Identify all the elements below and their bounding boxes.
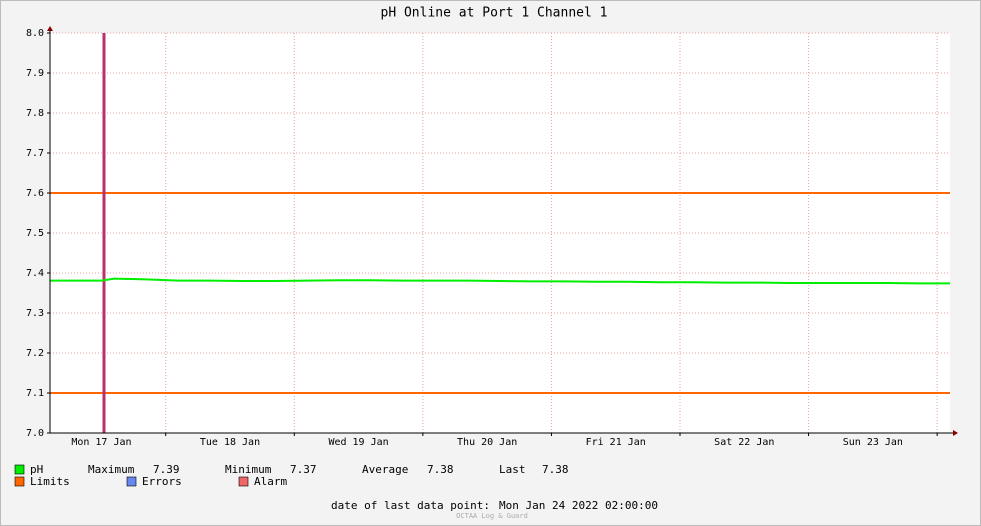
- legend-label: Limits: [30, 475, 70, 488]
- legend-label: pH: [30, 463, 43, 476]
- y-tick-label: 7.5: [26, 228, 44, 239]
- legend-swatch: [14, 476, 25, 487]
- y-tick-label: 7.3: [26, 308, 44, 319]
- axis-arrow: [953, 430, 958, 436]
- y-tick-label: 7.8: [26, 108, 44, 119]
- legend-swatch: [238, 476, 249, 487]
- y-tick-label: 8.0: [26, 28, 44, 39]
- footer-label: date of last data point:: [331, 499, 490, 512]
- data-line: [50, 277, 950, 285]
- stat-value: 7.38: [427, 463, 454, 476]
- watermark: OCTAA Log & Guard: [456, 512, 528, 520]
- legend-label: Alarm: [254, 475, 287, 488]
- stat-label: Last: [499, 463, 526, 476]
- x-tick-label: Mon 17 Jan: [71, 437, 131, 448]
- y-tick-label: 7.7: [26, 148, 44, 159]
- x-tick-label: Tue 18 Jan: [200, 437, 260, 448]
- x-tick-label: Fri 21 Jan: [586, 437, 646, 448]
- stat-label: Average: [362, 463, 408, 476]
- y-tick-label: 7.2: [26, 348, 44, 359]
- stat-value: 7.38: [542, 463, 569, 476]
- y-tick-label: 7.9: [26, 68, 44, 79]
- legend-swatch: [126, 476, 137, 487]
- stat-label: Minimum: [225, 463, 272, 476]
- x-tick-label: Thu 20 Jan: [457, 437, 517, 448]
- stat-label: Maximum: [88, 463, 135, 476]
- chart-title: pH Online at Port 1 Channel 1: [381, 6, 608, 21]
- y-tick-label: 7.4: [26, 268, 44, 279]
- x-tick-label: Wed 19 Jan: [328, 437, 388, 448]
- axis-arrow: [47, 26, 53, 31]
- y-tick-label: 7.6: [26, 188, 44, 199]
- stat-value: 7.39: [153, 463, 180, 476]
- stat-value: 7.37: [290, 463, 317, 476]
- legend-label: Errors: [142, 475, 182, 488]
- y-tick-label: 7.1: [26, 388, 44, 399]
- y-tick-label: 7.0: [26, 428, 44, 439]
- footer-value: Mon Jan 24 2022 02:00:00: [499, 499, 658, 512]
- legend-swatch: [14, 464, 25, 475]
- x-tick-label: Sat 22 Jan: [714, 437, 774, 448]
- x-tick-label: Sun 23 Jan: [843, 437, 903, 448]
